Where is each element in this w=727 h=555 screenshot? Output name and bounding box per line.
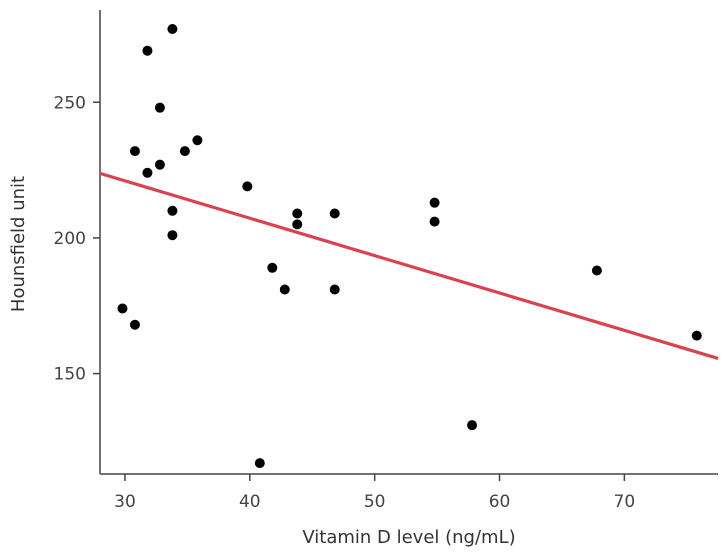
data-point [192, 135, 203, 146]
x-tick-label: 40 [239, 492, 261, 512]
data-point [167, 205, 178, 216]
data-point [129, 319, 140, 330]
data-point [117, 303, 128, 314]
data-point [154, 102, 165, 113]
data-points [117, 23, 702, 469]
y-tick-label: 250 [54, 93, 86, 113]
trend-line [99, 171, 719, 360]
y-axis-title: Hounsfield unit [8, 176, 29, 312]
data-point [329, 208, 340, 219]
data-point [467, 420, 478, 431]
x-axis-title: Vitamin D level (ng/mL) [302, 527, 515, 548]
data-point [429, 197, 440, 208]
x-tick-label: 60 [489, 492, 511, 512]
data-point [167, 230, 178, 241]
data-point [591, 265, 602, 276]
x-ticks: 30 40 50 60 70 [114, 474, 635, 512]
x-tick-label: 30 [114, 492, 136, 512]
data-point [167, 23, 178, 34]
y-tick-label: 200 [54, 229, 86, 249]
data-point [429, 216, 440, 227]
data-point [154, 159, 165, 170]
y-tick-label: 150 [54, 365, 86, 385]
x-tick-label: 50 [364, 492, 386, 512]
y-ticks: 150 200 250 [54, 93, 100, 385]
data-point [292, 208, 303, 219]
x-tick-label: 70 [614, 492, 636, 512]
data-point [329, 284, 340, 295]
data-point [142, 45, 153, 56]
data-point [179, 146, 190, 157]
data-point [142, 167, 153, 178]
data-point [267, 262, 278, 273]
data-point [292, 219, 303, 230]
axes [99, 10, 718, 475]
data-point [242, 181, 253, 192]
data-point [691, 330, 702, 341]
data-point [279, 284, 290, 295]
data-point [254, 458, 265, 469]
data-point [129, 146, 140, 157]
